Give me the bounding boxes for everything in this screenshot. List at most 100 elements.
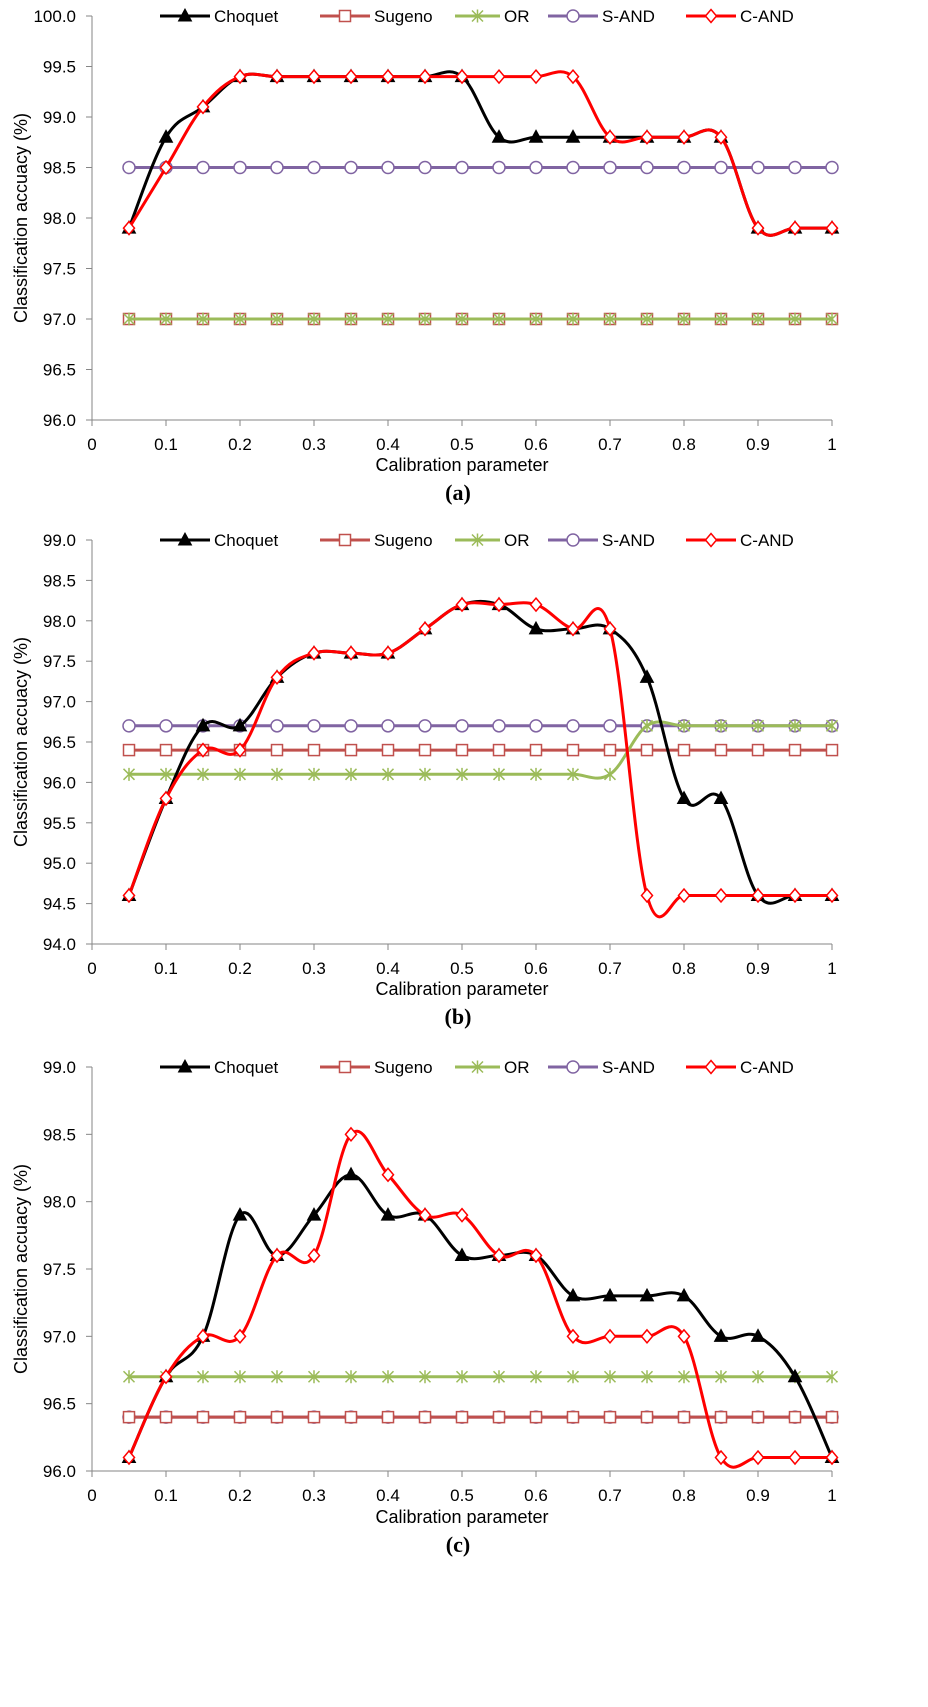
data-point — [307, 645, 321, 661]
legend-label: OR — [504, 7, 530, 26]
data-point — [122, 312, 136, 326]
data-point — [714, 312, 728, 326]
data-point — [492, 596, 506, 613]
data-point — [232, 717, 248, 732]
data-point — [159, 743, 173, 757]
y-tick-label: 95.0 — [43, 854, 76, 873]
legend-marker — [566, 533, 580, 547]
data-point — [529, 719, 543, 733]
data-point — [529, 743, 543, 757]
data-point — [566, 1410, 580, 1424]
data-point — [344, 1410, 358, 1424]
x-tick-label: 0.9 — [746, 435, 770, 454]
legend-label: Sugeno — [374, 531, 433, 550]
y-tick-label: 96.0 — [43, 1462, 76, 1481]
x-tick-label: 0.7 — [598, 435, 622, 454]
legend-marker — [566, 1060, 580, 1074]
y-tick-label: 96.5 — [43, 1395, 76, 1414]
data-point — [825, 220, 839, 236]
x-tick-label: 0.3 — [302, 1486, 326, 1505]
data-point — [307, 719, 321, 733]
data-point — [344, 767, 358, 781]
series-or — [122, 719, 839, 781]
data-point — [344, 719, 358, 733]
data-point — [418, 743, 432, 757]
series-or — [122, 1370, 839, 1384]
data-point — [492, 312, 506, 326]
data-point — [455, 596, 469, 613]
data-point — [677, 160, 691, 175]
y-tick-label: 97.0 — [43, 310, 76, 329]
x-tick-label: 0.3 — [302, 435, 326, 454]
data-point — [713, 1328, 729, 1342]
data-point — [381, 719, 395, 733]
series-line — [127, 70, 832, 237]
data-point — [713, 790, 729, 805]
data-point — [603, 312, 617, 326]
data-point — [307, 767, 321, 781]
legend-label: Sugeno — [374, 1058, 433, 1077]
data-point — [344, 1126, 358, 1142]
x-tick-label: 0 — [87, 959, 96, 978]
legend-label: Choquet — [214, 1058, 279, 1077]
y-tick-label: 94.5 — [43, 895, 76, 914]
data-point — [528, 620, 544, 635]
data-point — [565, 1287, 581, 1302]
data-point — [418, 767, 432, 781]
data-point — [788, 1410, 802, 1424]
data-point — [750, 1328, 766, 1342]
y-tick-label: 96.0 — [43, 773, 76, 792]
data-point — [751, 1370, 765, 1384]
x-axis-title: Calibration parameter — [375, 455, 548, 475]
legend-label: S-AND — [602, 1058, 655, 1077]
data-point — [381, 160, 395, 175]
data-point — [381, 743, 395, 757]
data-point — [344, 312, 358, 326]
series-line — [127, 1130, 832, 1469]
y-tick-label: 96.5 — [43, 733, 76, 752]
data-point — [381, 1167, 395, 1183]
data-point — [455, 1370, 469, 1384]
y-tick-label: 98.5 — [43, 1125, 76, 1144]
panel-caption: (a) — [445, 480, 471, 505]
data-point — [122, 767, 136, 781]
data-point — [640, 129, 654, 145]
data-point — [455, 1207, 469, 1223]
y-tick-label: 97.5 — [43, 1260, 76, 1279]
data-point — [677, 1328, 691, 1344]
data-point — [270, 1370, 284, 1384]
data-point — [418, 719, 432, 733]
panel-caption: (b) — [445, 1004, 472, 1029]
data-point — [418, 312, 432, 326]
x-tick-label: 0.8 — [672, 959, 696, 978]
data-point — [307, 1247, 321, 1264]
series-line — [127, 601, 832, 919]
data-point — [232, 1207, 248, 1221]
x-tick-label: 0.9 — [746, 959, 770, 978]
y-tick-label: 99.0 — [43, 1058, 76, 1077]
data-point — [492, 743, 506, 757]
series-s-and — [122, 160, 839, 175]
data-point — [529, 160, 543, 175]
data-point — [529, 1410, 543, 1424]
data-point — [122, 743, 136, 757]
x-tick-label: 0.4 — [376, 435, 400, 454]
y-tick-label: 97.0 — [43, 1327, 76, 1346]
data-point — [602, 1287, 618, 1302]
legend: Choquet Sugeno OR S-AND C-AND — [160, 531, 794, 550]
data-point — [159, 312, 173, 326]
data-point — [122, 719, 136, 733]
x-tick-label: 0.4 — [376, 959, 400, 978]
chart-panel-0: 96.0 96.5 97.0 97.5 98.0 98.5 99.0 99.5 100.0 0 0.… — [11, 7, 840, 505]
data-point — [603, 1370, 617, 1384]
data-point — [418, 1370, 432, 1384]
data-point — [677, 312, 691, 326]
series-c-and — [122, 68, 839, 237]
x-tick-label: 0 — [87, 1486, 96, 1505]
x-tick-label: 0.8 — [672, 1486, 696, 1505]
x-tick-label: 0.2 — [228, 1486, 252, 1505]
y-tick-label: 98.5 — [43, 159, 76, 178]
data-point — [788, 719, 802, 733]
chart-panel-1: 94.0 94.5 95.0 95.5 96.0 96.5 97.0 97.5 98.0 98.5… — [11, 531, 840, 1029]
